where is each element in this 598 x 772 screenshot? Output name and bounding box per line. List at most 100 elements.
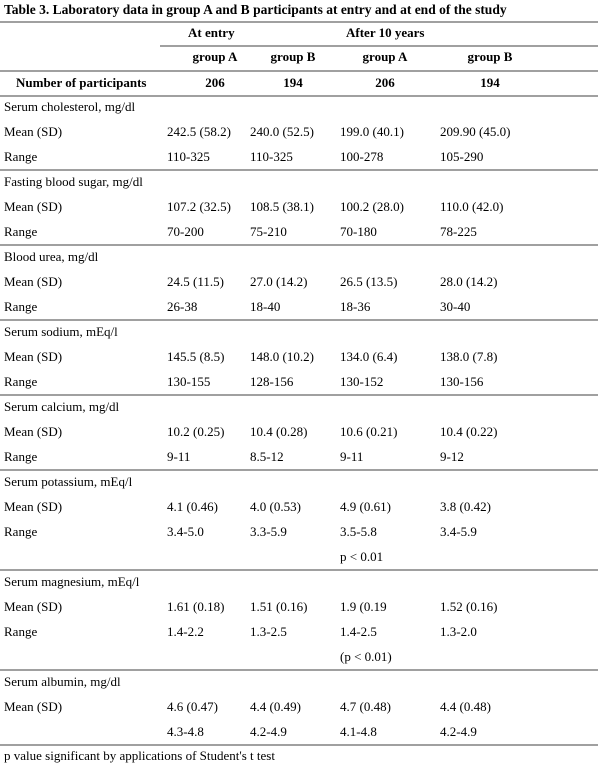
cell: 4.7 (0.48) [340, 699, 391, 714]
row-label: Mean (SD) [4, 274, 62, 289]
cell: 4.6 (0.47) [167, 699, 218, 714]
cell: 138.0 (7.8) [440, 349, 497, 364]
row-label: Range [4, 524, 37, 539]
cell: 1.9 (0.19 [340, 599, 387, 614]
row-label: Range [4, 224, 37, 239]
cell: 4.2-4.9 [440, 724, 477, 739]
cell: 199.0 (40.1) [340, 124, 404, 139]
cell: 130-155 [167, 374, 210, 389]
cell: 134.0 (6.4) [340, 349, 397, 364]
cell: 8.5-12 [250, 449, 284, 464]
cell: 10.4 (0.28) [250, 424, 307, 439]
row-label: Mean (SD) [4, 349, 62, 364]
section-title: Serum cholesterol, mg/dl [4, 99, 135, 114]
cell: 4.3-4.8 [167, 724, 204, 739]
row-label: Mean (SD) [4, 124, 62, 139]
cell: 9-12 [440, 449, 464, 464]
cell: 110-325 [167, 149, 210, 164]
cell: 30-40 [440, 299, 470, 314]
row-label: Mean (SD) [4, 424, 62, 439]
cell: 10.2 (0.25) [167, 424, 224, 439]
participant-count: 206 [205, 75, 225, 90]
cell: 105-290 [440, 149, 483, 164]
cell: 70-180 [340, 224, 377, 239]
participant-count: 206 [375, 75, 395, 90]
cell: 128-156 [250, 374, 294, 389]
cell: 10.4 (0.22) [440, 424, 497, 439]
cell: 4.1-4.8 [340, 724, 377, 739]
cell: 130-156 [440, 374, 484, 389]
cell: 209.90 (45.0) [440, 124, 510, 139]
cell: 3.3-5.9 [250, 524, 287, 539]
cell: 9-11 [167, 449, 190, 464]
participant-count: 194 [283, 75, 303, 90]
row-label: Range [4, 149, 37, 164]
cell: 145.5 (8.5) [167, 349, 224, 364]
group-header: group B [271, 49, 316, 64]
cell: 26-38 [167, 299, 197, 314]
cell: 148.0 (10.2) [250, 349, 314, 364]
section-title: Serum sodium, mEq/l [4, 324, 118, 339]
cell: 78-225 [440, 224, 477, 239]
cell: 110-325 [250, 149, 293, 164]
cell: 1.4-2.5 [340, 624, 377, 639]
cell: 3.5-5.8 [340, 524, 377, 539]
cell: 110.0 (42.0) [440, 199, 503, 214]
cell: 10.6 (0.21) [340, 424, 397, 439]
section-title: Serum potassium, mEq/l [4, 474, 133, 489]
cell: 240.0 (52.5) [250, 124, 314, 139]
section-title: Fasting blood sugar, mg/dl [4, 174, 143, 189]
participant-count: 194 [480, 75, 500, 90]
cell: 26.5 (13.5) [340, 274, 397, 289]
cell: 27.0 (14.2) [250, 274, 307, 289]
cell: 1.3-2.0 [440, 624, 477, 639]
cell: 3.4-5.9 [440, 524, 477, 539]
row-label: Number of participants [16, 75, 146, 90]
section-title: Serum magnesium, mEq/l [4, 574, 140, 589]
period-header: After 10 years [346, 25, 424, 40]
cell: (p < 0.01) [340, 649, 392, 664]
cell: 4.4 (0.48) [440, 699, 491, 714]
cell: 3.8 (0.42) [440, 499, 491, 514]
cell: 75-210 [250, 224, 287, 239]
cell: 1.3-2.5 [250, 624, 287, 639]
group-header: group A [363, 49, 409, 64]
cell: 4.9 (0.61) [340, 499, 391, 514]
cell: 100-278 [340, 149, 383, 164]
row-label: Mean (SD) [4, 599, 62, 614]
cell: 24.5 (11.5) [167, 274, 224, 289]
row-label: Mean (SD) [4, 499, 62, 514]
cell: 4.2-4.9 [250, 724, 287, 739]
cell: p < 0.01 [340, 549, 383, 564]
section-title: Serum calcium, mg/dl [4, 399, 120, 414]
cell: 4.4 (0.49) [250, 699, 301, 714]
cell: 18-36 [340, 299, 371, 314]
row-label: Range [4, 449, 37, 464]
cell: 70-200 [167, 224, 204, 239]
cell: 242.5 (58.2) [167, 124, 231, 139]
section-title: Blood urea, mg/dl [4, 249, 99, 264]
cell: 4.0 (0.53) [250, 499, 301, 514]
cell: 9-11 [340, 449, 363, 464]
cell: 1.51 (0.16) [250, 599, 307, 614]
cell: 1.61 (0.18) [167, 599, 224, 614]
cell: 1.52 (0.16) [440, 599, 497, 614]
row-label: Mean (SD) [4, 199, 62, 214]
cell: 130-152 [340, 374, 383, 389]
cell: 28.0 (14.2) [440, 274, 497, 289]
row-label: Range [4, 624, 37, 639]
cell: 4.1 (0.46) [167, 499, 218, 514]
cell: 108.5 (38.1) [250, 199, 314, 214]
cell: 1.4-2.2 [167, 624, 204, 639]
footnote: p value significant by applications of S… [4, 748, 275, 763]
cell: 100.2 (28.0) [340, 199, 404, 214]
group-header: group A [193, 49, 239, 64]
cell: 18-40 [250, 299, 280, 314]
group-header: group B [468, 49, 513, 64]
section-title: Serum albumin, mg/dl [4, 674, 121, 689]
row-label: Mean (SD) [4, 699, 62, 714]
cell: 3.4-5.0 [167, 524, 204, 539]
table-title: Table 3. Laboratory data in group A and … [4, 2, 507, 17]
period-header: At entry [188, 25, 235, 40]
